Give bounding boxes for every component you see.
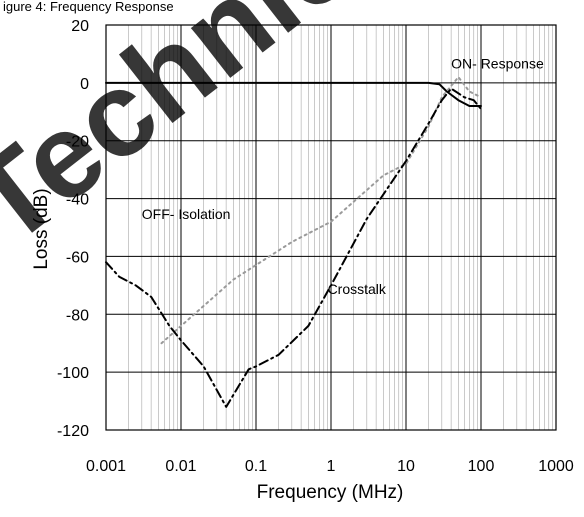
y-tick-label: -20 bbox=[66, 134, 89, 151]
figure-caption: igure 4: Frequency Response bbox=[3, 0, 174, 14]
y-tick-label: 20 bbox=[71, 18, 89, 35]
y-axis-title: Loss (dB) bbox=[31, 188, 52, 269]
x-tick-label: 0.001 bbox=[86, 458, 126, 475]
annotation-label: OFF- Isolation bbox=[142, 206, 231, 222]
x-tick-label: 0.1 bbox=[245, 458, 267, 475]
y-tick-label: -60 bbox=[66, 249, 89, 266]
y-tick-label: -120 bbox=[57, 423, 89, 440]
x-tick-label: 100 bbox=[468, 458, 495, 475]
series-lines bbox=[105, 76, 482, 408]
x-tick-label: 0.01 bbox=[165, 458, 196, 475]
x-axis-title: Frequency (MHz) bbox=[257, 482, 404, 503]
y-tick-label: -40 bbox=[66, 192, 89, 209]
series-annotations: ON- Response OFF- Isolation Crosstalk bbox=[142, 55, 544, 297]
annotation-label: Crosstalk bbox=[328, 281, 387, 297]
y-tick-label: -80 bbox=[66, 307, 89, 324]
plot-frame bbox=[105, 24, 557, 431]
series-line-on-response bbox=[105, 81, 482, 107]
series-line-crosstalk bbox=[105, 87, 482, 408]
y-tick-label: -100 bbox=[57, 365, 89, 382]
axis-tick-labels: 0.001 0.01 0.1 1 10 100 1000 20 0 -20 -40 -60 -80 -10… bbox=[57, 18, 574, 475]
y-tick-label: 0 bbox=[80, 76, 89, 93]
x-tick-label: 1 bbox=[327, 458, 336, 475]
annotation-label: ON- Response bbox=[451, 55, 544, 71]
x-tick-label: 10 bbox=[397, 458, 415, 475]
plot-grid bbox=[105, 24, 557, 431]
x-tick-label: 1000 bbox=[538, 458, 574, 475]
